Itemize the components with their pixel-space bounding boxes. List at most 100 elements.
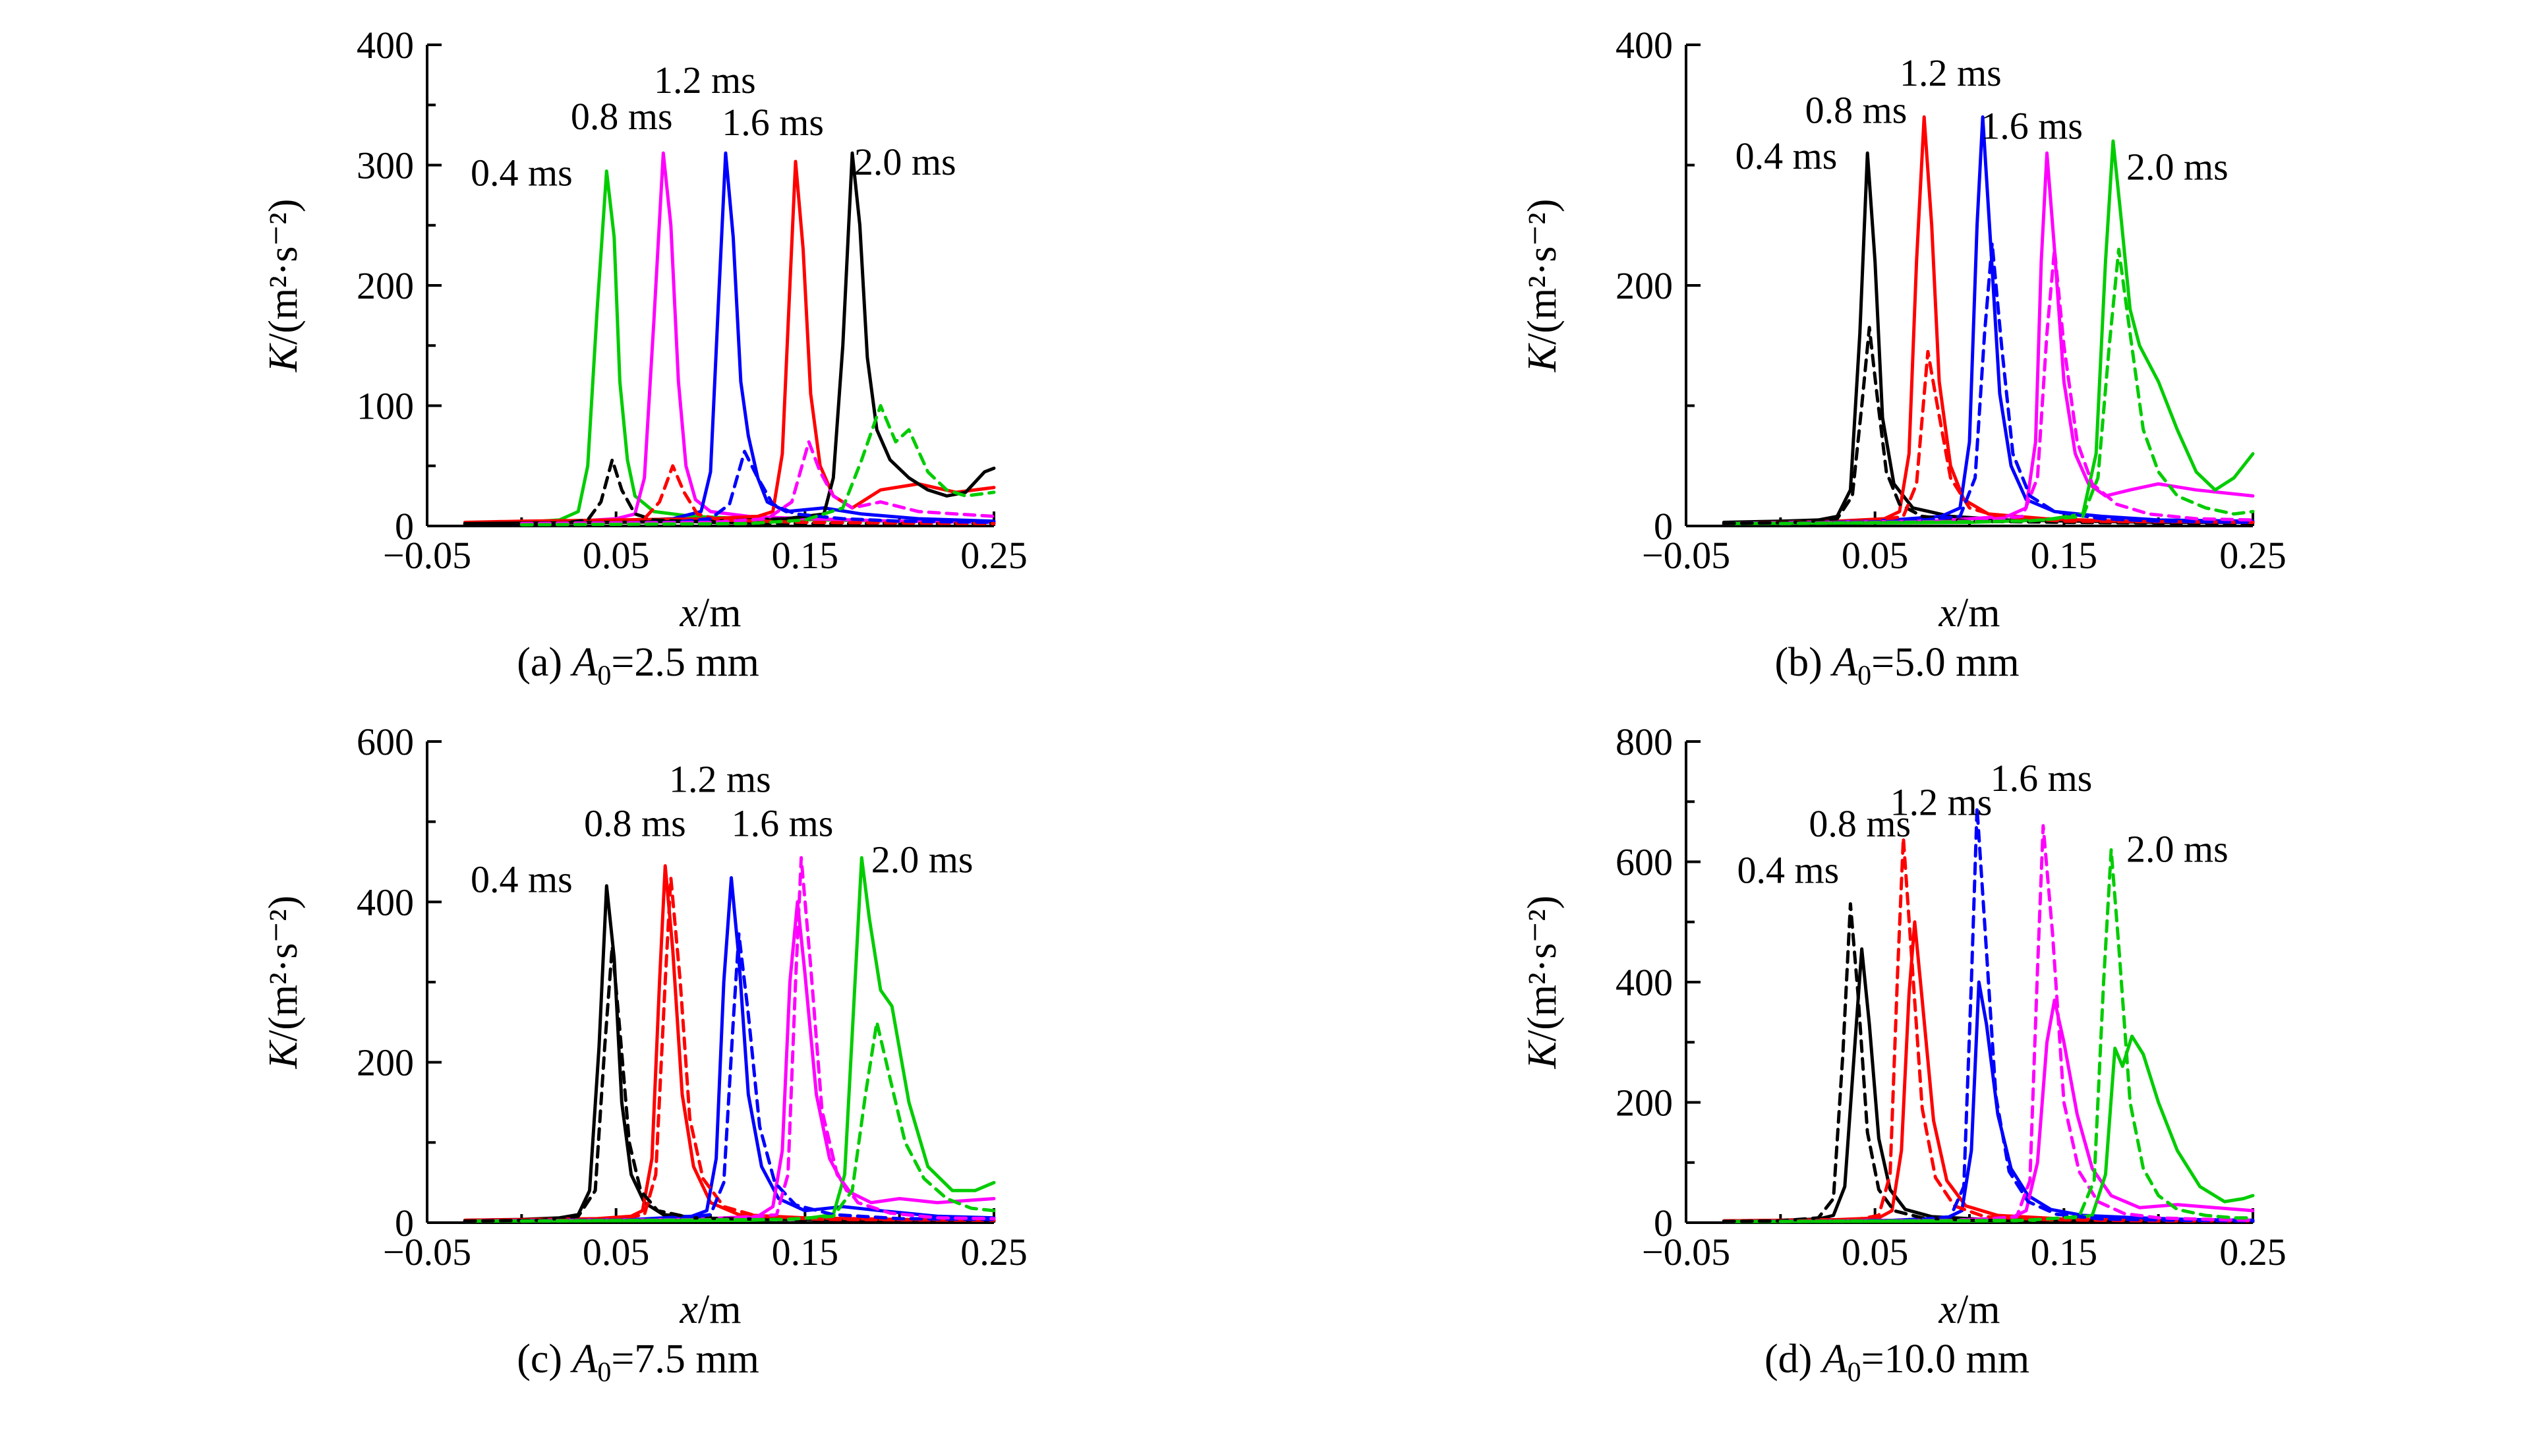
chart-panel-b: −0.05 0.05 0.15 0.25 0 200 400 x/m K/(m²·s⁻²) 0.4… (1508, 18, 2286, 691)
chart-panel-a: −0.05 0.05 0.15 0.25 0 100 200 300 400 x/m K/(m²·s… (249, 18, 1027, 691)
annotation-2.0-ms: 2.0 ms (854, 140, 956, 183)
chart-text: 0.05 (1842, 534, 1909, 577)
chart-svg: −0.05 0.05 0.15 0.25 0 100 200 300 400 x/m K/(m²·s… (261, 24, 1027, 635)
annotation-1.6-ms: 1.6 ms (722, 101, 824, 144)
chart-text: 400 (1616, 961, 1673, 1004)
annotation-1.2-ms: 1.2 ms (1900, 51, 2002, 94)
series-2.0-ms-dashed (1778, 848, 2255, 1224)
chart-text: 0.15 (772, 1231, 839, 1273)
series-0.8-ms-solid (1722, 115, 2255, 525)
caption-value: =10.0 mm (1861, 1337, 2030, 1382)
chart-text: −0.05 (1642, 534, 1730, 577)
chart-text: 0 (1654, 1202, 1673, 1244)
series-1.2-ms-dashed (519, 450, 996, 525)
chart-text: −0.05 (383, 1231, 471, 1273)
chart-text: 100 (357, 385, 414, 428)
annotation-1.6-ms: 1.6 ms (732, 802, 834, 845)
chart-text: 200 (357, 264, 414, 307)
chart-text: 400 (357, 881, 414, 924)
chart-text: 200 (1616, 264, 1673, 307)
series-2.0-ms-dashed (519, 404, 996, 527)
chart-text: 0.25 (2219, 534, 2286, 577)
y-axis-label: K/(m²·s⁻²) (261, 896, 306, 1070)
caption-subscript: 0 (1847, 1357, 1861, 1388)
caption-subscript: 0 (597, 1357, 612, 1388)
chart-c-caption: (c) A0=7.5 mm (517, 1336, 759, 1388)
series-2.0-ms-dashed (519, 1020, 996, 1223)
chart-text: 0.05 (1842, 1231, 1909, 1273)
annotation-1.2-ms: 1.2 ms (1890, 781, 1993, 824)
series-1.2-ms-dashed (1778, 241, 2255, 525)
annotation-1.6-ms: 1.6 ms (1991, 757, 2093, 800)
caption-prefix: (c) (517, 1337, 573, 1382)
caption-subscript: 0 (1857, 660, 1872, 691)
annotation-0.8-ms: 0.8 ms (584, 802, 686, 845)
chart-svg: −0.05 0.05 0.15 0.25 0 200 400 600 x/m K/(m²·s⁻²)… (261, 720, 1027, 1332)
chart-text: −0.05 (1642, 1231, 1730, 1273)
chart-b-caption: (b) A0=5.0 mm (1774, 639, 2019, 691)
caption-variable: A (572, 1337, 598, 1382)
chart-text: 400 (357, 24, 414, 67)
annotation-0.8-ms: 0.8 ms (1805, 89, 1908, 132)
series-1.2-ms-solid (463, 151, 996, 525)
chart-a-plot: −0.05 0.05 0.15 0.25 0 100 200 300 400 x/m K/(m²·s… (249, 18, 1027, 638)
y-axis-label: K/(m²·s⁻²) (1520, 896, 1565, 1070)
series-0.4-ms-dashed (1722, 902, 2255, 1224)
chart-text: 300 (357, 144, 414, 187)
annotation-1.2-ms: 1.2 ms (654, 59, 756, 102)
chart-text: 0.05 (583, 1231, 650, 1273)
series-0.4-ms-solid (463, 884, 996, 1223)
chart-text: 0 (395, 505, 414, 548)
series-1.6-ms-solid (1722, 151, 2255, 525)
x-axis-label: x/m (680, 591, 742, 635)
chart-text: 600 (357, 720, 414, 763)
caption-prefix: (a) (517, 640, 573, 685)
x-axis-label: x/m (680, 1287, 742, 1332)
y-axis-label: K/(m²·s⁻²) (1520, 199, 1565, 373)
chart-text: 0.15 (772, 534, 839, 577)
series-1.6-ms-dashed (519, 440, 996, 525)
series-0.8-ms-solid (1722, 920, 2255, 1223)
annotation-0.4-ms: 0.4 ms (1735, 134, 1838, 177)
x-axis-label: x/m (1938, 591, 2000, 635)
chart-svg: −0.05 0.05 0.15 0.25 0 200 400 600 800 x/m K/(m²·s… (1520, 720, 2286, 1332)
chart-text: 400 (1616, 24, 1673, 67)
caption-value: =7.5 mm (611, 1337, 759, 1382)
chart-text: 800 (1616, 720, 1673, 763)
annotation-0.4-ms: 0.4 ms (1737, 849, 1839, 892)
annotation-1.6-ms: 1.6 ms (1981, 104, 2083, 147)
annotation-2.0-ms: 2.0 ms (2126, 828, 2229, 871)
series-0.8-ms-dashed (1778, 836, 2255, 1224)
chart-d-plot: −0.05 0.05 0.15 0.25 0 200 400 600 800 x/m K/(m²·s… (1508, 715, 2286, 1335)
caption-prefix: (d) (1764, 1337, 1822, 1382)
chart-text: 600 (1616, 841, 1673, 884)
annotation-0.4-ms: 0.4 ms (471, 858, 573, 901)
chart-b-plot: −0.05 0.05 0.15 0.25 0 200 400 x/m K/(m²·s⁻²) 0.4… (1508, 18, 2286, 638)
annotation-2.0-ms: 2.0 ms (2126, 145, 2229, 188)
annotation-0.4-ms: 0.4 ms (471, 152, 573, 194)
chart-text: 0.25 (960, 1231, 1027, 1273)
x-axis-label: x/m (1938, 1287, 2000, 1332)
series-1.6-ms-solid (463, 900, 996, 1223)
series-1.6-ms-dashed (519, 856, 996, 1223)
chart-panel-c: −0.05 0.05 0.15 0.25 0 200 400 600 x/m K/(m²·s⁻²)… (249, 715, 1027, 1388)
chart-text: 0.15 (2031, 1231, 2098, 1273)
figure-grid: −0.05 0.05 0.15 0.25 0 100 200 300 400 x/m K/(m²·s… (249, 18, 2286, 1388)
chart-svg: −0.05 0.05 0.15 0.25 0 200 400 x/m K/(m²·s⁻²) 0.4… (1520, 24, 2286, 635)
caption-variable: A (1832, 640, 1858, 685)
series-2.0-ms-solid (463, 151, 996, 525)
series-2.0-ms-solid (1722, 1034, 2255, 1224)
series-0.4-ms-dashed (463, 945, 996, 1223)
series-1.2-ms-dashed (1778, 806, 2255, 1224)
series-2.0-ms-dashed (1778, 247, 2255, 525)
chart-text: 0 (395, 1202, 414, 1244)
series-0.4-ms-solid (463, 169, 996, 525)
caption-variable: A (1822, 1337, 1848, 1382)
series-1.2-ms-solid (1722, 980, 2255, 1224)
caption-variable: A (572, 640, 598, 685)
chart-text: 200 (357, 1041, 414, 1084)
chart-text: 0 (1654, 505, 1673, 548)
chart-panel-d: −0.05 0.05 0.15 0.25 0 200 400 600 800 x/m K/(m²·s… (1508, 715, 2286, 1388)
y-axis-label: K/(m²·s⁻²) (261, 199, 306, 373)
chart-text: 0.15 (2031, 534, 2098, 577)
